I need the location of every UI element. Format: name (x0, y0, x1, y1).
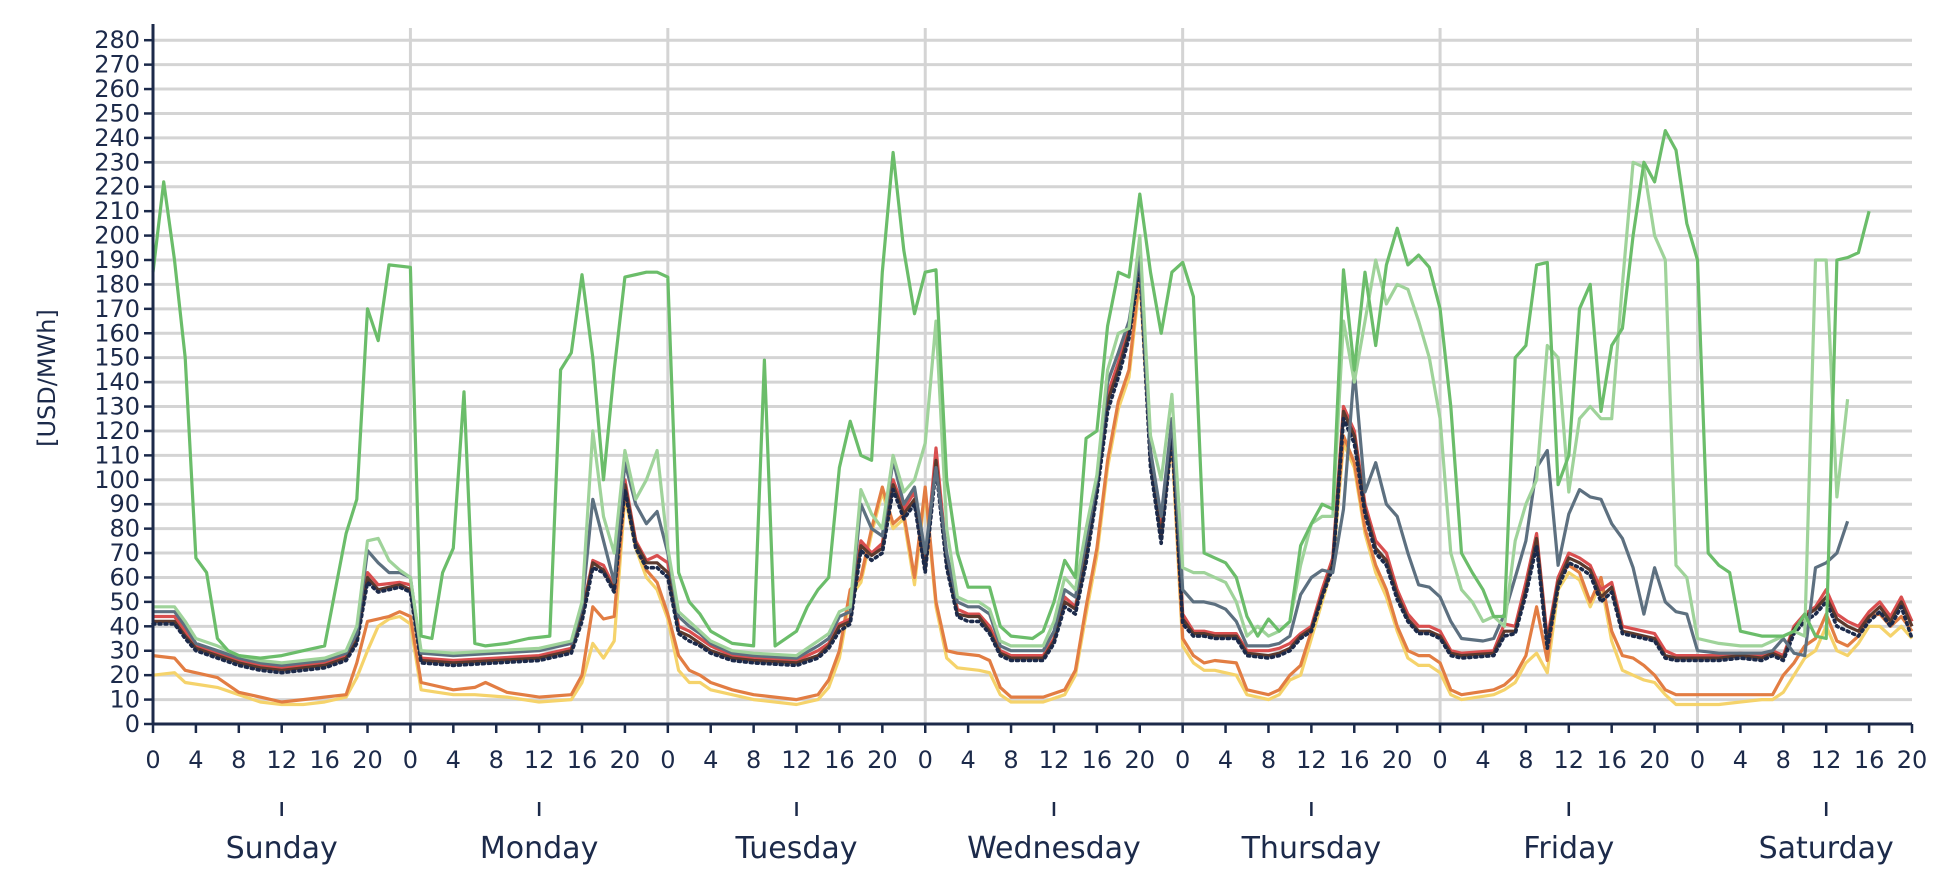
y-tick-label: 190 (94, 246, 140, 274)
x-tick-label: 12 (1811, 746, 1842, 774)
y-tick-label: 90 (109, 490, 140, 518)
day-label: Saturday (1759, 831, 1894, 866)
x-tick-label: 12 (1296, 746, 1327, 774)
y-tick-label: 270 (94, 51, 140, 79)
day-label: Tuesday (735, 831, 858, 866)
x-tick-label: 8 (1003, 746, 1018, 774)
x-tick-label: 0 (403, 746, 418, 774)
day-label: Wednesday (967, 831, 1141, 866)
x-tick-label: 12 (781, 746, 812, 774)
x-tick-label: 16 (1339, 746, 1370, 774)
y-tick-label: 40 (109, 612, 140, 640)
y-tick-label: 150 (94, 344, 140, 372)
x-tick-label: 8 (489, 746, 504, 774)
x-tick-label: 20 (610, 746, 641, 774)
x-tick-label: 4 (961, 746, 976, 774)
x-tick-label: 20 (1124, 746, 1155, 774)
x-tick-label: 4 (1733, 746, 1748, 774)
x-tick-label: 12 (1554, 746, 1585, 774)
y-axis-label: [USD/MWh] (33, 309, 61, 447)
series-line-2 (152, 270, 1914, 704)
x-tick-label: 4 (188, 746, 203, 774)
x-tick-label: 0 (1432, 746, 1447, 774)
x-tick-label: 4 (703, 746, 718, 774)
y-tick-label: 160 (94, 319, 140, 347)
y-tick-label: 180 (94, 270, 140, 298)
axes (144, 24, 1914, 816)
y-tick-label: 250 (94, 99, 140, 127)
y-tick-label: 0 (125, 710, 140, 738)
x-tick-label: 16 (1854, 746, 1885, 774)
y-tick-label: 70 (109, 539, 140, 567)
y-tick-label: 20 (109, 661, 140, 689)
x-tick-label: 12 (1039, 746, 1070, 774)
y-tick-label: 140 (94, 368, 140, 396)
series-line-7 (153, 160, 1850, 665)
x-tick-label: 12 (524, 746, 555, 774)
x-tick-label: 16 (1596, 746, 1627, 774)
x-tick-label: 20 (867, 746, 898, 774)
y-tick-label: 200 (94, 222, 140, 250)
x-tick-label: 0 (1175, 746, 1190, 774)
y-tick-label: 210 (94, 197, 140, 225)
series-lines (151, 129, 1914, 707)
x-tick-label: 4 (1218, 746, 1233, 774)
y-tick-label: 30 (109, 637, 140, 665)
y-tick-label: 240 (94, 124, 140, 152)
x-tick-label: 0 (918, 746, 933, 774)
x-tick-label: 8 (1776, 746, 1791, 774)
x-tick-label: 8 (1518, 746, 1533, 774)
y-tick-label: 260 (94, 75, 140, 103)
x-tick-label: 0 (660, 746, 675, 774)
y-tick-label: 100 (94, 466, 140, 494)
y-tick-label: 220 (94, 173, 140, 201)
y-tick-label: 230 (94, 148, 140, 176)
gridlines (153, 28, 1912, 724)
y-tick-label: 80 (109, 515, 140, 543)
y-tick-label: 120 (94, 417, 140, 445)
tick-labels: 0102030405060708090100110120130140150160… (94, 26, 1927, 866)
y-tick-label: 110 (94, 441, 140, 469)
y-tick-label: 170 (94, 295, 140, 323)
x-tick-label: 16 (567, 746, 598, 774)
x-tick-label: 4 (1475, 746, 1490, 774)
x-tick-label: 4 (446, 746, 461, 774)
x-tick-label: 8 (746, 746, 761, 774)
x-tick-label: 16 (824, 746, 855, 774)
x-tick-label: 12 (266, 746, 297, 774)
y-tick-label: 130 (94, 393, 140, 421)
x-tick-label: 0 (1690, 746, 1705, 774)
y-tick-label: 10 (109, 686, 140, 714)
y-tick-label: 280 (94, 26, 140, 54)
x-tick-label: 8 (1261, 746, 1276, 774)
day-label: Sunday (226, 831, 338, 866)
x-tick-label: 20 (1639, 746, 1670, 774)
x-tick-label: 20 (352, 746, 383, 774)
day-label: Monday (480, 831, 598, 866)
x-tick-label: 8 (231, 746, 246, 774)
y-tick-label: 60 (109, 563, 140, 591)
series-line-5 (151, 263, 1914, 675)
x-tick-label: 0 (145, 746, 160, 774)
y-tick-label: 50 (109, 588, 140, 616)
day-label: Thursday (1241, 831, 1382, 866)
x-tick-label: 20 (1382, 746, 1413, 774)
day-label: Friday (1523, 831, 1614, 866)
x-tick-label: 16 (1082, 746, 1113, 774)
series-line-8 (151, 129, 1871, 660)
x-tick-label: 20 (1897, 746, 1928, 774)
x-tick-label: 16 (309, 746, 340, 774)
